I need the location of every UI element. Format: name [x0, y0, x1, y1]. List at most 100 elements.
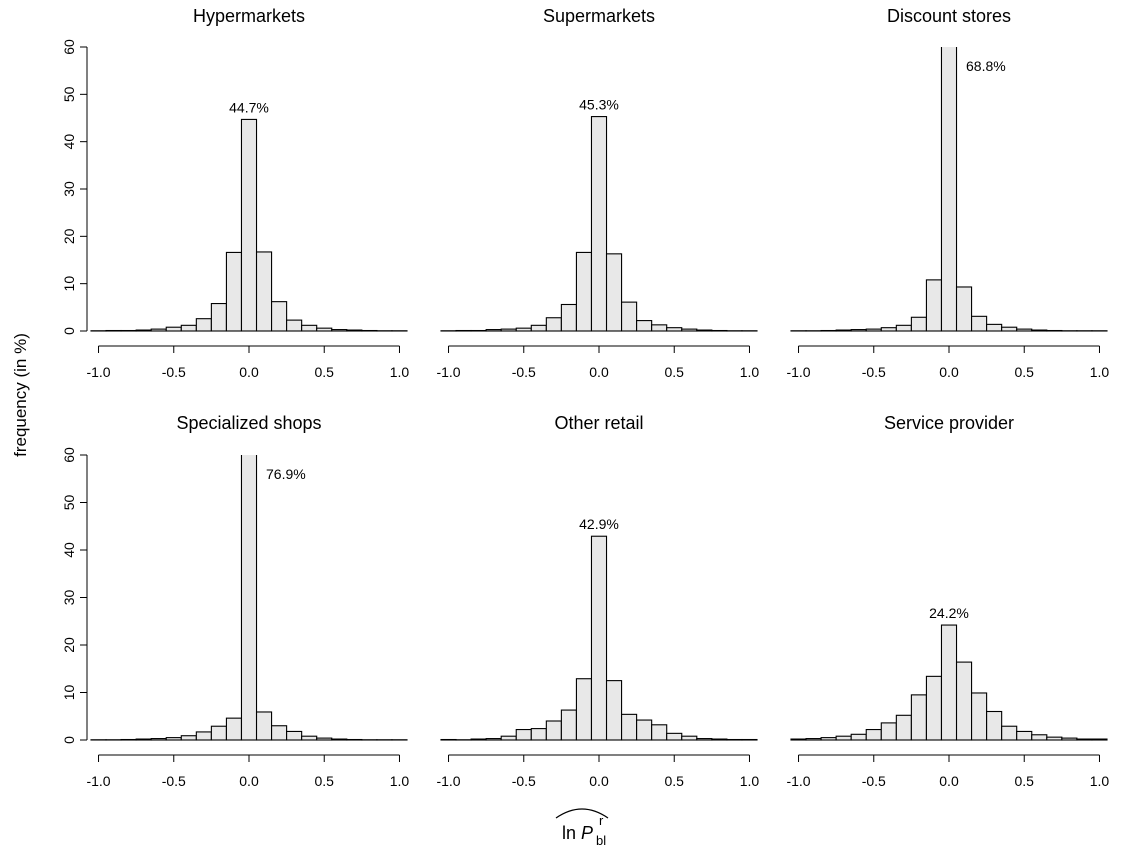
x-tick-label: 0.0 [239, 773, 259, 789]
x-tick-label: 0.0 [939, 773, 959, 789]
bars [90, 455, 408, 741]
x-tick-label: 1.0 [740, 773, 760, 789]
histogram-bar [880, 327, 897, 332]
x-tick-label: 0.5 [315, 364, 335, 380]
peak-label: 42.9% [579, 516, 619, 532]
histogram-bar [301, 324, 318, 332]
histogram-bar [940, 47, 958, 332]
histogram-bar [331, 738, 348, 741]
histogram-bar [225, 717, 243, 741]
histogram-bar [1091, 738, 1108, 741]
histogram-bar [835, 735, 852, 741]
panel-title: Supermarkets [543, 6, 655, 26]
histogram-bar [681, 735, 698, 741]
histogram-bar [955, 286, 973, 332]
histogram-bar [210, 725, 227, 741]
peak-label: 44.7% [229, 99, 269, 115]
panel-title: Service provider [884, 413, 1014, 433]
histogram-bar [165, 326, 182, 332]
histogram-bar [865, 328, 882, 332]
svg-text:ln P: ln P [562, 823, 593, 843]
histogram-bar [240, 118, 258, 332]
histogram-bar [971, 692, 988, 741]
bars [790, 624, 1108, 741]
histogram-bar [910, 694, 927, 741]
histogram-bar [560, 303, 577, 332]
y-tick-label: 60 [61, 447, 77, 463]
panel-6: Service provider 24.2% -1.0 -0.5 0.0 0.5 1.0 [786, 413, 1109, 789]
panel-3: Discount stores 68.8% -1.0 -0.5 0.0 0.5 1.0 [786, 6, 1110, 380]
x-axis-label-hat [555, 808, 609, 819]
histogram-bar [590, 535, 608, 741]
x-tick-label: -0.5 [862, 773, 886, 789]
histogram-bar [865, 728, 882, 741]
histogram-bar [210, 302, 227, 332]
histogram-bar [1001, 326, 1018, 332]
panel-title: Specialized shops [176, 413, 321, 433]
x-tick-label: -1.0 [86, 773, 110, 789]
histogram-bar [545, 317, 562, 332]
x-tick-label: -0.5 [162, 773, 186, 789]
histogram-bar [850, 329, 867, 332]
histogram-bar [986, 323, 1003, 332]
y-tick-label: 10 [61, 685, 77, 701]
peak-label: 68.8% [966, 58, 1006, 74]
histogram-bar [636, 320, 653, 332]
y-tick-label: 40 [61, 134, 77, 150]
histogram-bar [1031, 329, 1048, 332]
histogram-bar [225, 251, 243, 332]
histogram-bar [150, 328, 167, 332]
y-tick-label: 20 [61, 228, 77, 244]
bars [440, 535, 758, 741]
histogram-bar [621, 713, 638, 741]
x-tick-label: 1.0 [740, 364, 760, 380]
bars [790, 47, 1108, 332]
histogram-bar [560, 709, 577, 741]
bars [90, 118, 408, 332]
panel-5: Other retail 42.9% -1.0 -0.5 0.0 0.5 1.0 [436, 413, 759, 789]
x-axis-label-superscript: r [599, 813, 604, 828]
histogram-bar [636, 719, 653, 741]
histogram-bar [971, 315, 988, 332]
panel-1: Hypermarkets 44.7% 0 10 20 30 40 50 60 -1.0 -0.5 0.… [61, 6, 409, 380]
histogram-bar [575, 678, 593, 741]
histogram-bar [515, 728, 532, 741]
x-axis-label-subscript: bl [596, 833, 606, 847]
x-axis: -1.0 -0.5 0.0 0.5 1.0 [436, 345, 760, 380]
x-tick-label: 0.0 [939, 364, 959, 380]
panel-2: Supermarkets 45.3% -1.0 -0.5 0.0 0.5 1.0 [436, 6, 759, 380]
y-tick-label: 60 [61, 39, 77, 55]
x-tick-label: -0.5 [512, 364, 536, 380]
histogram-bar [681, 328, 698, 332]
y-tick-label: 30 [61, 181, 77, 197]
histogram-bar [346, 329, 363, 332]
histogram-bar [255, 251, 273, 332]
y-tick-label: 10 [61, 276, 77, 292]
histogram-bar [1061, 737, 1078, 741]
x-tick-label: 1.0 [1090, 364, 1110, 380]
histogram-bar [1046, 736, 1063, 741]
x-tick-label: 0.0 [239, 364, 259, 380]
peak-label: 24.2% [929, 605, 969, 621]
histogram-bar [605, 253, 623, 332]
histogram-bar [135, 738, 152, 741]
histogram-bar [515, 327, 532, 332]
histogram-bar [880, 722, 897, 741]
histogram-bar [135, 329, 152, 332]
x-tick-label: 1.0 [390, 773, 410, 789]
histogram-bar [180, 324, 197, 332]
x-tick-label: -1.0 [786, 773, 810, 789]
x-tick-label: -1.0 [786, 364, 810, 380]
histogram-bar [530, 728, 547, 741]
y-tick-label: 40 [61, 542, 77, 558]
histogram-bar [575, 251, 593, 332]
histogram-bar [470, 738, 487, 741]
panel-title: Hypermarkets [193, 6, 305, 26]
histogram-bar [621, 301, 638, 332]
x-tick-label: 0.5 [665, 364, 685, 380]
histogram-bar [1016, 328, 1033, 332]
histogram-bar [895, 324, 912, 332]
histogram-bar [331, 329, 348, 332]
panel-title: Other retail [554, 413, 643, 433]
histogram-bar [271, 725, 288, 741]
